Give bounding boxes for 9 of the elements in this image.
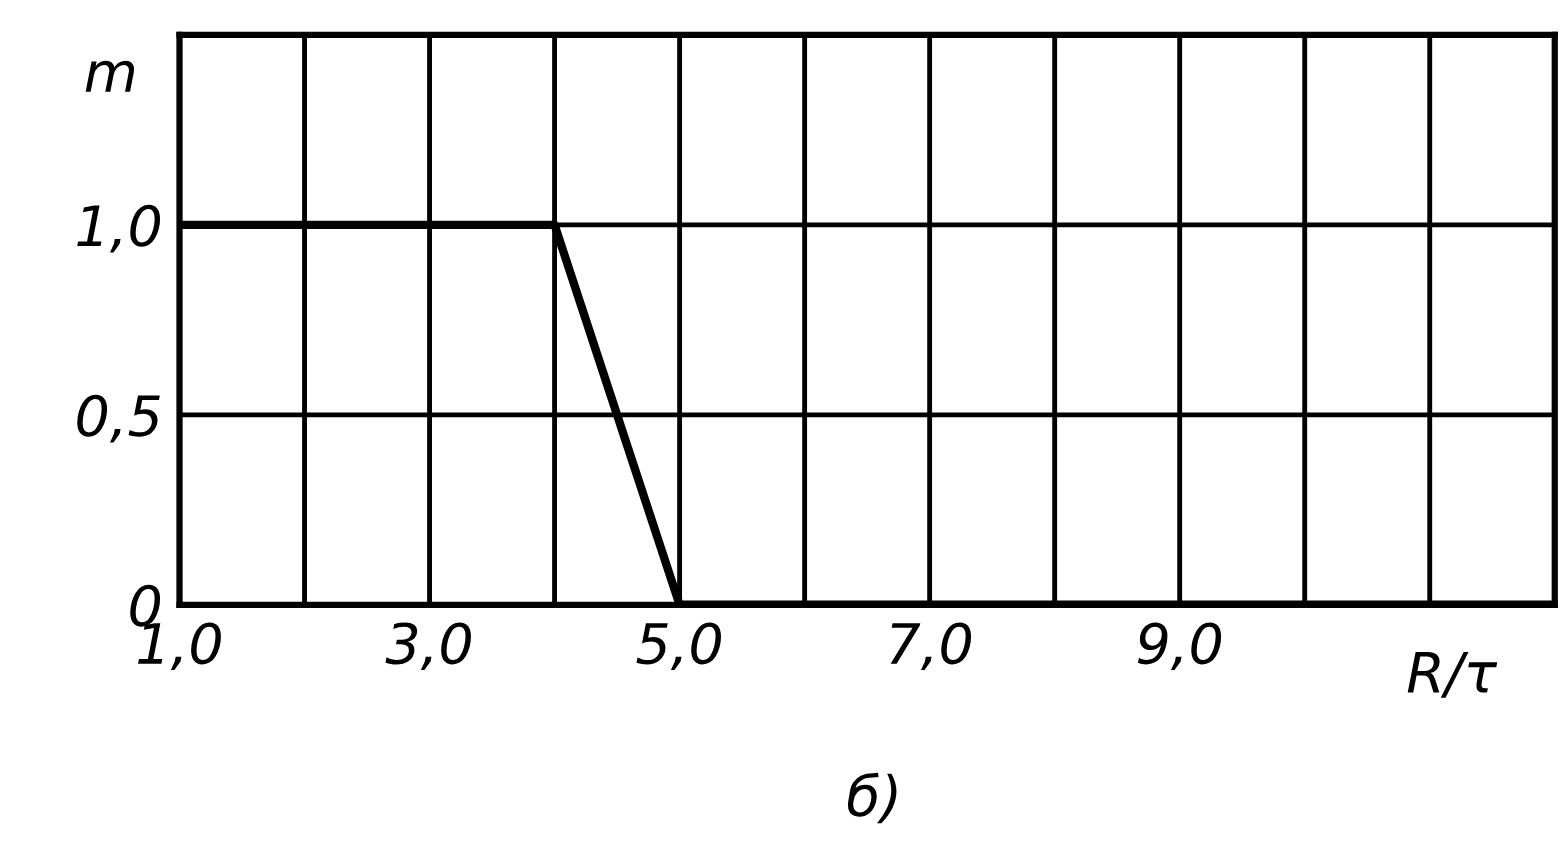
x-tick-label: 5,0 — [636, 622, 721, 671]
x-tick-label: 7,0 — [890, 622, 972, 671]
x-tick-label: 3,0 — [385, 622, 471, 671]
y-axis-title: m — [85, 60, 135, 92]
y-tick-label: 1,0 — [77, 204, 161, 253]
x-axis-title: R/τ — [1407, 652, 1498, 698]
text: б) — [847, 772, 897, 824]
y-tick-label: 0,5 — [77, 394, 160, 443]
x-tick-label: 9,0 — [1137, 622, 1222, 671]
